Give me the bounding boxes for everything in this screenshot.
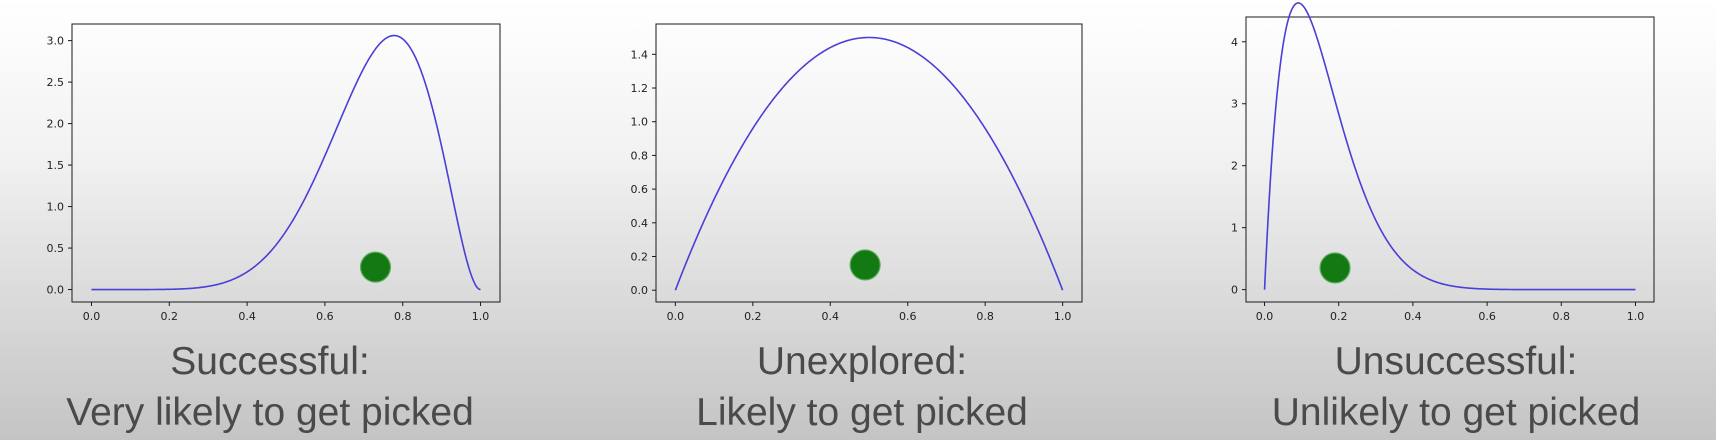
y-tick-label: 1.5 <box>47 159 65 172</box>
y-tick-label: 0 <box>1231 284 1238 297</box>
x-tick-label: 0.8 <box>394 310 412 323</box>
y-tick-label: 3 <box>1231 98 1238 111</box>
x-tick-label: 0.8 <box>1553 310 1571 323</box>
x-tick-label: 0.6 <box>316 310 334 323</box>
y-tick-label: 0.2 <box>631 251 649 264</box>
caption-subtitle: Unlikely to get picked <box>1272 391 1641 434</box>
chart-panel-2: 0.0 0.2 0.4 0.6 0.8 1.0 0.0 0.2 0.4 0.6 0.8 1.0 1.2 1… <box>631 23 1083 434</box>
y-tick-label: 2.0 <box>47 118 65 131</box>
x-tick-label: 0.0 <box>667 310 685 323</box>
y-tick-label: 1.2 <box>631 82 649 95</box>
chart-panel-1: 0.0 0.2 0.4 0.6 0.8 1.0 0.0 0.5 1.0 1.5 2.0 2.5 3.0 S… <box>47 23 501 434</box>
caption-title: Successful: <box>170 340 369 383</box>
sample-marker-dot <box>359 251 392 283</box>
x-tick-label: 1.0 <box>1054 310 1072 323</box>
caption-title: Unexplored: <box>757 340 967 383</box>
y-tick-label: 1 <box>1231 222 1238 235</box>
pdf-curve <box>91 34 481 291</box>
x-tick-label: 0.2 <box>744 310 762 323</box>
y-tick-label: 3.0 <box>47 35 65 48</box>
y-tick-label: 0.4 <box>631 217 649 230</box>
y-tick-label: 2.5 <box>47 76 65 89</box>
y-tick-label: 2 <box>1231 160 1238 173</box>
x-tick-label: 0.0 <box>83 310 101 323</box>
x-tick-label: 0.4 <box>822 310 840 323</box>
y-tick-label: 0.5 <box>47 242 65 255</box>
y-tick-label: 0.0 <box>47 284 65 297</box>
sample-marker-dot <box>1319 252 1351 284</box>
x-tick-label: 0.0 <box>1256 310 1274 323</box>
caption-subtitle: Very likely to get picked <box>66 391 474 434</box>
x-tick-label: 0.2 <box>1330 310 1348 323</box>
x-tick-label: 0.6 <box>1478 310 1496 323</box>
pdf-curve <box>674 36 1064 291</box>
x-tick-label: 1.0 <box>472 310 490 323</box>
x-tick-label: 0.6 <box>899 310 917 323</box>
plot-frame <box>655 23 1083 303</box>
sample-marker-dot <box>849 249 881 281</box>
y-tick-label: 1.0 <box>631 116 649 129</box>
y-tick-label: 0.6 <box>631 183 649 196</box>
chart-panel-3: 0.0 0.2 0.4 0.6 0.8 1.0 0 1 2 3 4 Unsuccessful: Unli… <box>1231 2 1655 434</box>
caption-subtitle: Likely to get picked <box>696 391 1028 434</box>
pdf-curve <box>1263 2 1636 291</box>
y-tick-label: 1.0 <box>47 201 65 214</box>
y-tick-label: 0.0 <box>631 284 649 297</box>
plot-frame <box>1245 16 1655 303</box>
x-tick-label: 0.4 <box>238 310 256 323</box>
x-tick-label: 0.2 <box>161 310 179 323</box>
plot-frame <box>71 23 501 303</box>
x-tick-label: 0.8 <box>976 310 994 323</box>
caption-title: Unsuccessful: <box>1335 340 1578 383</box>
x-tick-label: 1.0 <box>1627 310 1645 323</box>
y-tick-label: 0.8 <box>631 149 649 162</box>
x-tick-label: 0.4 <box>1404 310 1422 323</box>
y-tick-label: 4 <box>1231 36 1238 49</box>
y-tick-label: 1.4 <box>631 48 649 61</box>
